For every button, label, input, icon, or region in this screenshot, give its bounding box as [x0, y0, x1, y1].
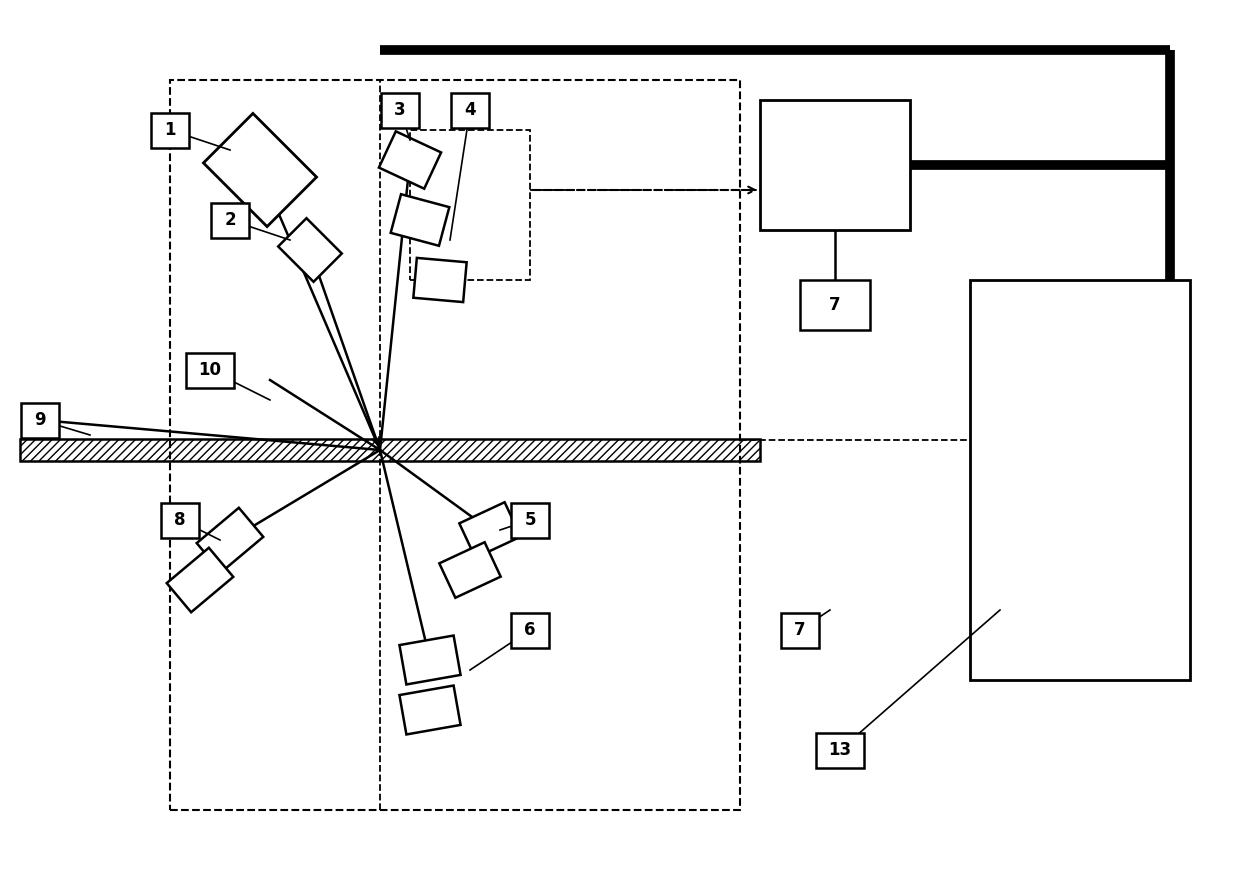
Bar — [816, 732, 864, 767]
Polygon shape — [459, 502, 521, 558]
Text: 7: 7 — [794, 621, 806, 639]
Text: 6: 6 — [525, 621, 536, 639]
Bar — [20, 439, 760, 461]
Polygon shape — [413, 258, 466, 302]
Bar — [381, 93, 419, 127]
Text: 7: 7 — [830, 296, 841, 314]
Bar — [970, 280, 1190, 680]
Polygon shape — [203, 113, 316, 227]
Bar — [21, 402, 60, 438]
Bar — [211, 203, 249, 238]
Text: 2: 2 — [224, 211, 236, 229]
Text: 3: 3 — [394, 101, 405, 119]
Bar — [760, 100, 910, 230]
Text: 9: 9 — [35, 411, 46, 429]
Polygon shape — [379, 132, 441, 189]
Bar — [170, 80, 740, 810]
Polygon shape — [197, 508, 263, 572]
Text: 13: 13 — [828, 741, 852, 759]
Text: 10: 10 — [198, 361, 222, 379]
Polygon shape — [399, 635, 460, 684]
Bar — [186, 352, 234, 387]
Polygon shape — [166, 547, 233, 612]
Text: 8: 8 — [175, 511, 186, 529]
Bar — [451, 93, 489, 127]
Text: 4: 4 — [464, 101, 476, 119]
Bar — [151, 112, 188, 148]
Polygon shape — [439, 542, 501, 598]
Bar — [511, 503, 549, 538]
Bar — [410, 130, 529, 280]
Bar — [511, 612, 549, 648]
Bar — [800, 280, 870, 330]
Polygon shape — [278, 218, 342, 282]
Text: 1: 1 — [164, 121, 176, 139]
Polygon shape — [399, 685, 460, 734]
Bar — [781, 612, 818, 648]
Text: 5: 5 — [525, 511, 536, 529]
Polygon shape — [391, 194, 449, 246]
Bar — [161, 503, 198, 538]
